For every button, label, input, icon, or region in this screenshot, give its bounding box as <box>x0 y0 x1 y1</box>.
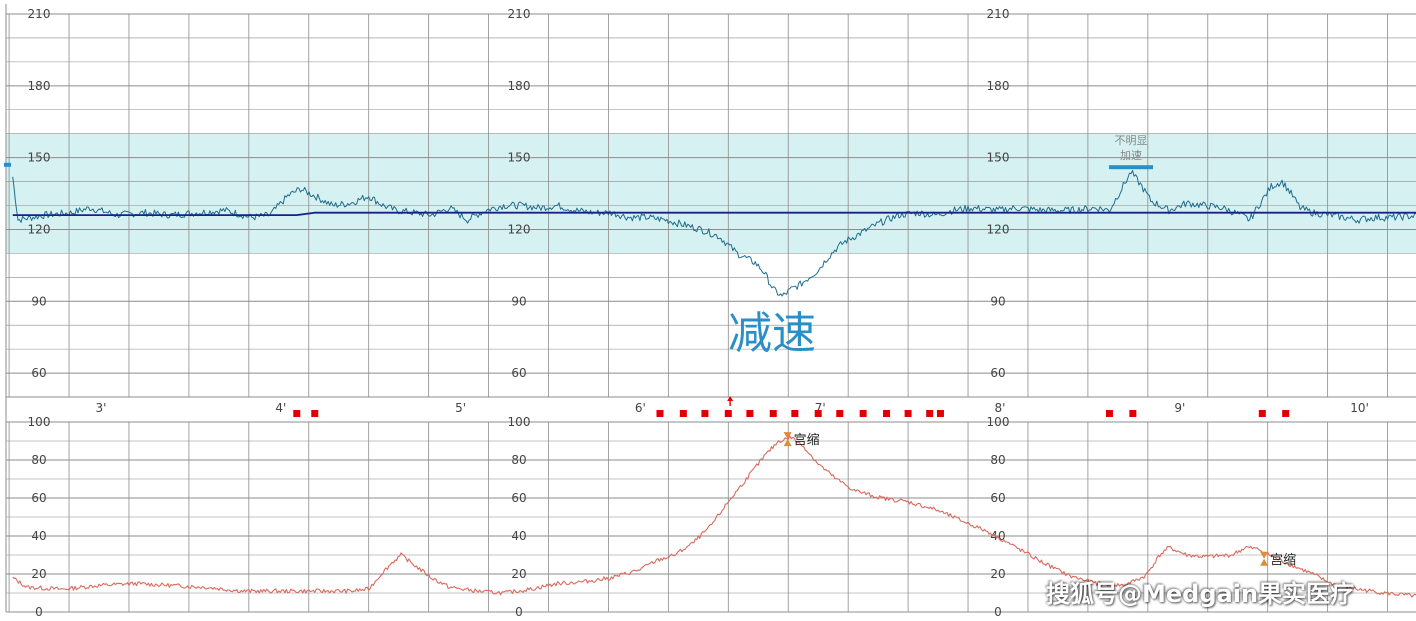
fetal-movement-marker <box>1258 410 1266 417</box>
fetal-movement-marker <box>724 410 732 417</box>
fetal-movement-marker <box>859 410 867 417</box>
fhr-y-tick-label: 60 <box>511 366 526 380</box>
toco-y-tick-label: 40 <box>511 529 526 543</box>
contraction-label-1: 宫缩 <box>794 432 820 448</box>
fhr-y-tick-label: 120 <box>987 222 1010 236</box>
fetal-movement-marker <box>701 410 709 417</box>
deceleration-label: 减速 <box>728 308 816 359</box>
toco-y-tick-label: 60 <box>31 491 46 505</box>
fhr-y-tick-label: 150 <box>508 151 531 165</box>
fhr-y-tick-label: 150 <box>987 151 1010 165</box>
toco-y-tick-label: 0 <box>994 605 1002 619</box>
fetal-movement-marker <box>746 410 754 417</box>
toco-y-tick-label: 0 <box>35 605 43 619</box>
fetal-movement-marker <box>769 410 777 417</box>
toco-y-tick-label: 100 <box>987 415 1010 429</box>
fetal-movement-marker <box>836 410 844 417</box>
toco-y-tick-label: 60 <box>990 491 1005 505</box>
fhr-y-tick-label: 180 <box>28 79 51 93</box>
toco-y-tick-label: 20 <box>511 567 526 581</box>
fhr-y-tick-label: 90 <box>511 294 526 308</box>
fetal-movement-marker <box>1129 410 1137 417</box>
fetal-movement-marker <box>883 410 891 417</box>
contraction-label-2: 宫缩 <box>1270 552 1296 568</box>
toco-y-tick-label: 80 <box>511 453 526 467</box>
toco-y-tick-label: 100 <box>28 415 51 429</box>
fhr-y-tick-label: 90 <box>31 294 46 308</box>
watermark: 搜狐号@Medgain果实医疗 <box>1046 580 1355 608</box>
fetal-movement-marker <box>926 410 934 417</box>
fetal-movement-marker <box>293 410 301 417</box>
fhr-y-tick-label: 90 <box>990 294 1005 308</box>
fhr-y-tick-label: 150 <box>28 151 51 165</box>
normal-fhr-band <box>6 133 1416 254</box>
toco-y-tick-label: 80 <box>31 453 46 467</box>
fhr-y-tick-label: 120 <box>28 222 51 236</box>
toco-y-tick-label: 20 <box>990 567 1005 581</box>
minute-label: 3' <box>96 401 107 415</box>
contraction-icon-2 <box>1260 551 1269 566</box>
contraction-icon-1 <box>783 432 792 447</box>
fetal-movement-marker <box>1282 410 1290 417</box>
fhr-y-tick-label: 210 <box>28 7 51 21</box>
minute-label: 7' <box>815 401 826 415</box>
acceleration-note-line-2: 加速 <box>1120 149 1142 162</box>
toco-y-tick-label: 80 <box>990 453 1005 467</box>
fhr-y-tick-label: 180 <box>508 79 531 93</box>
fhr-y-tick-label: 210 <box>987 7 1010 21</box>
toco-y-tick-label: 20 <box>31 567 46 581</box>
fhr-trace-line <box>12 170 1416 297</box>
fetal-movement-marker <box>311 410 319 417</box>
fhr-baseline-line <box>12 211 1416 217</box>
toco-y-tick-label: 100 <box>508 415 531 429</box>
fetal-movement-marker <box>1105 410 1113 417</box>
minute-label: 6' <box>635 401 646 415</box>
fhr-y-tick-label: 60 <box>990 366 1005 380</box>
fhr-y-tick-label: 60 <box>31 366 46 380</box>
fetal-movement-marker <box>814 410 822 417</box>
fetal-movement-marker <box>936 410 944 417</box>
event-arrow-head <box>727 396 734 401</box>
minute-label: 8' <box>995 401 1006 415</box>
toco-y-tick-label: 0 <box>515 605 523 619</box>
fetal-movement-marker <box>791 410 799 417</box>
fhr-y-tick-label: 210 <box>508 7 531 21</box>
fetal-movement-marker <box>679 410 687 417</box>
fetal-movement-marker <box>656 410 664 417</box>
toco-y-tick-label: 60 <box>511 491 526 505</box>
fhr-y-tick-label: 180 <box>987 79 1010 93</box>
minute-label: 4' <box>275 401 286 415</box>
minute-label: 9' <box>1174 401 1185 415</box>
acceleration-marker-bar <box>1109 165 1154 170</box>
fetal-movement-marker <box>904 410 912 417</box>
toco-trace-line <box>12 435 1416 598</box>
minute-label: 10' <box>1350 401 1369 415</box>
toco-y-tick-label: 40 <box>31 529 46 543</box>
minute-label: 5' <box>455 401 466 415</box>
fhr-start-marker <box>4 162 11 167</box>
acceleration-note-line-1: 不明显 <box>1115 134 1148 147</box>
fhr-y-tick-label: 120 <box>508 222 531 236</box>
